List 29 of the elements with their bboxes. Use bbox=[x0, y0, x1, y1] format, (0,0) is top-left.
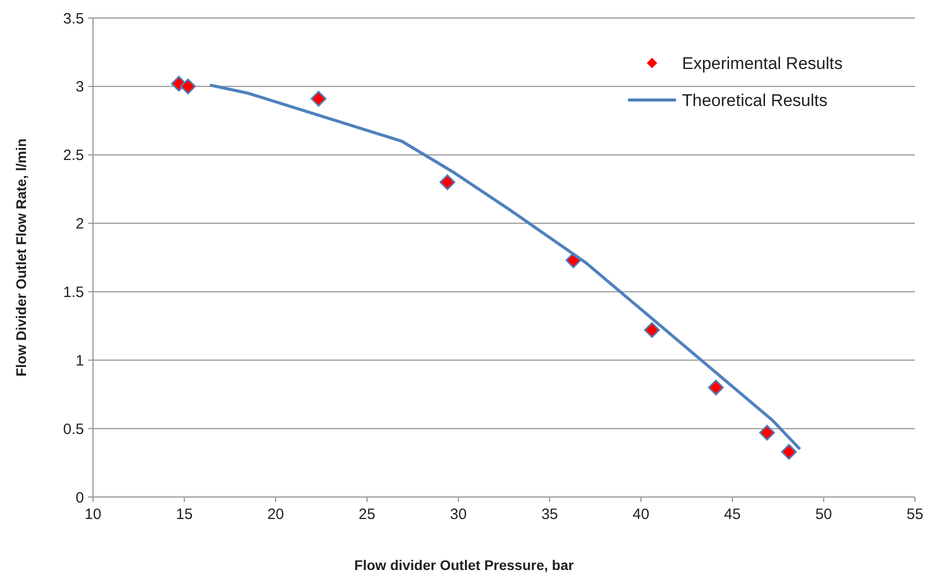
y-tick-label: 2.5 bbox=[63, 147, 84, 164]
point bbox=[759, 424, 775, 441]
y-tick-label: 2 bbox=[76, 216, 84, 233]
x-tick-label: 40 bbox=[632, 506, 650, 523]
y-axis-title: Flow Divider Outlet Flow Rate, l/min bbox=[13, 138, 29, 377]
x-tick-label: 45 bbox=[724, 506, 741, 523]
x-tick-label: 15 bbox=[176, 506, 193, 523]
legend-label: Theoretical Results bbox=[682, 90, 828, 110]
x-tick-label: 30 bbox=[450, 506, 467, 523]
x-tick-label: 25 bbox=[358, 506, 376, 523]
point bbox=[310, 90, 326, 107]
y-tick-label: 0.5 bbox=[63, 420, 84, 438]
point bbox=[644, 322, 660, 338]
x-tick-label: 50 bbox=[815, 506, 832, 523]
legend-label: Experimental Results bbox=[682, 54, 843, 73]
point bbox=[180, 78, 196, 94]
x-axis-title: Flow divider Outlet Pressure, bar bbox=[354, 557, 574, 573]
y-tick-label: 0 bbox=[76, 489, 84, 506]
x-tick-label: 35 bbox=[541, 506, 558, 523]
point bbox=[708, 380, 724, 396]
x-tick-label: 20 bbox=[267, 506, 284, 523]
x-tick-label: 55 bbox=[906, 506, 924, 523]
y-tick-label: 3 bbox=[76, 78, 84, 96]
point bbox=[781, 444, 797, 460]
y-tick-label: 1 bbox=[76, 352, 84, 370]
y-tick-label: 3.5 bbox=[63, 10, 84, 28]
point bbox=[439, 174, 456, 190]
y-tick-label: 1.5 bbox=[63, 284, 84, 301]
x-tick-label: 10 bbox=[84, 506, 102, 523]
